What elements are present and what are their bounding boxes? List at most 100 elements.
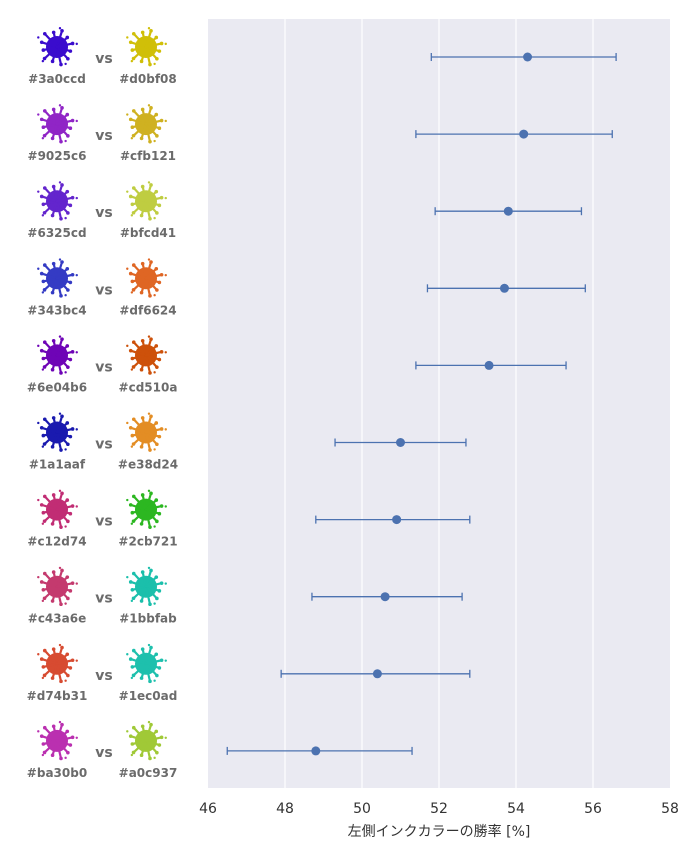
splat-droplet: [65, 266, 70, 271]
splat-droplet: [131, 186, 136, 190]
left-ink-swatch: [37, 258, 78, 298]
splat-droplet: [75, 119, 78, 123]
x-axis: 46 48 50 52 54 56 58: [199, 801, 679, 817]
splat-droplet: [66, 56, 70, 61]
splat-droplet: [42, 288, 47, 292]
splat-droplet: [37, 36, 40, 39]
splat-spike: [55, 492, 64, 511]
splat-spike: [132, 726, 148, 743]
left-ink-label: #343bc4: [27, 303, 86, 317]
splat-droplet: [41, 214, 45, 217]
splat-droplet: [68, 126, 73, 131]
splat-spike: [141, 339, 148, 357]
splat-spike: [144, 122, 161, 130]
splat-droplet: [70, 350, 75, 354]
splat-droplet: [68, 203, 73, 208]
splat-spike: [43, 32, 59, 49]
splat-droplet: [159, 195, 164, 200]
splat-droplet: [75, 736, 78, 739]
splat-droplet: [59, 679, 63, 684]
splat-droplet: [39, 117, 44, 122]
vs-label: vs: [95, 282, 112, 298]
splat-droplet: [70, 427, 75, 431]
splat-droplet: [131, 725, 136, 730]
splat-spike: [132, 572, 148, 588]
splat-spike: [52, 648, 59, 665]
splat-droplet: [75, 582, 78, 585]
splat-spike: [55, 29, 64, 49]
splat-spike: [144, 585, 158, 600]
splat-droplet: [37, 344, 40, 348]
splat-droplet: [164, 196, 167, 200]
splat-spike: [55, 277, 69, 292]
splat-spike: [144, 662, 158, 677]
splat-spike: [132, 649, 148, 665]
data-marks: [226, 52, 617, 756]
right-ink-swatch: [126, 412, 167, 452]
splat-droplet: [59, 62, 63, 67]
splat-spike: [144, 119, 163, 126]
vs-label: vs: [95, 668, 112, 684]
splat-droplet: [140, 184, 145, 189]
vs-label: vs: [95, 359, 112, 375]
splat-spike: [129, 272, 148, 280]
splat-spike: [55, 508, 69, 523]
splat-droplet: [51, 570, 56, 574]
splat-droplet: [147, 643, 151, 647]
vs-label: vs: [95, 437, 112, 453]
splat-droplet: [155, 596, 159, 601]
splat-spike: [51, 354, 59, 371]
splat-droplet: [41, 137, 45, 140]
splat-droplet: [41, 510, 46, 515]
splat-droplet: [149, 183, 153, 187]
vs-label: vs: [95, 514, 112, 530]
legend-entry: vs #343bc4 #df6624: [27, 258, 177, 317]
splat-droplet: [155, 365, 159, 369]
splat-spike: [43, 418, 59, 434]
splat-spike: [144, 736, 163, 743]
splat-droplet: [75, 273, 78, 277]
splat-spike: [55, 508, 63, 529]
legend-entry: vs #1a1aaf #e38d24: [29, 412, 178, 472]
splat-droplet: [75, 351, 78, 354]
splat-spike: [52, 725, 59, 743]
right-ink-label: #e38d24: [118, 458, 178, 472]
splat-spike: [55, 431, 72, 438]
splat-droplet: [130, 356, 135, 361]
splat-droplet: [70, 504, 75, 508]
splat-droplet: [126, 498, 129, 502]
splat-droplet: [60, 645, 64, 650]
splat-droplet: [131, 109, 136, 113]
splat-droplet: [140, 107, 145, 112]
splat-droplet: [39, 425, 44, 430]
splat-droplet: [68, 434, 73, 439]
splat-droplet: [58, 258, 62, 261]
data-point: [311, 746, 321, 756]
splat-droplet: [147, 335, 151, 338]
splat-droplet: [164, 659, 167, 662]
splat-droplet: [41, 588, 46, 592]
splat-spike: [55, 354, 69, 369]
splat-droplet: [148, 448, 152, 452]
splat-droplet: [39, 734, 44, 738]
splat-droplet: [139, 290, 144, 295]
splat-spike: [144, 354, 152, 375]
splat-droplet: [128, 657, 133, 661]
splat-droplet: [126, 267, 129, 270]
splat-spike: [132, 585, 148, 600]
splat-spike: [132, 418, 148, 434]
splat-droplet: [153, 294, 156, 297]
splat-droplet: [131, 133, 136, 138]
splat-spike: [144, 200, 161, 207]
splat-spike: [140, 45, 148, 63]
splat-droplet: [147, 27, 151, 30]
splat-droplet: [70, 195, 75, 200]
splat-spike: [55, 350, 74, 357]
splat-droplet: [140, 493, 145, 497]
splat-droplet: [140, 570, 145, 574]
splat-spike: [42, 739, 59, 746]
splat-droplet: [131, 673, 136, 678]
splat-droplet: [130, 48, 135, 52]
splat-spike: [43, 662, 59, 677]
